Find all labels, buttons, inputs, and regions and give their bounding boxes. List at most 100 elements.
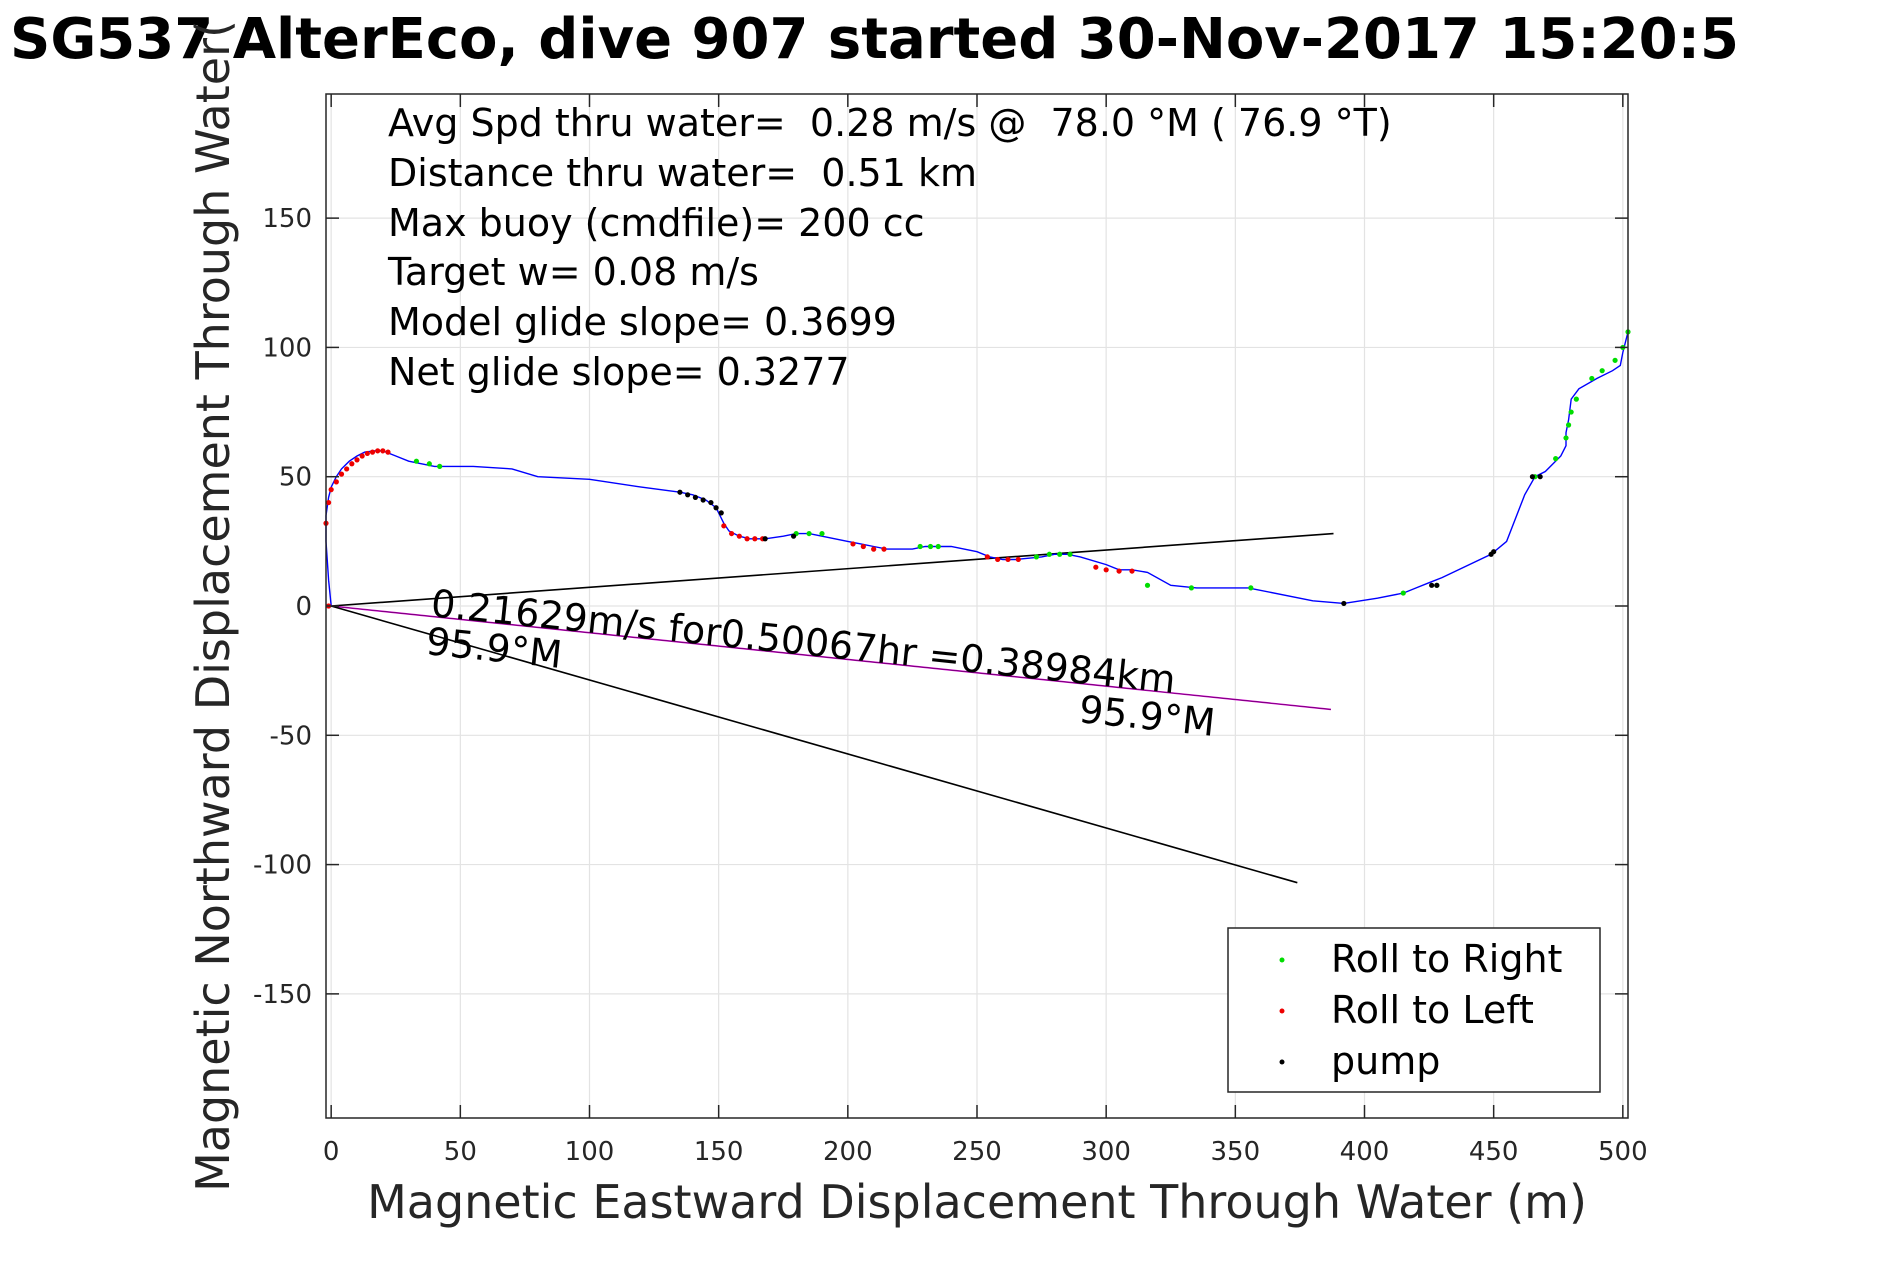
marker-pump <box>718 510 724 516</box>
reference-lines <box>330 532 1334 884</box>
x-tick-label: 300 <box>1081 1137 1131 1167</box>
marker-roll-right <box>1599 368 1605 374</box>
marker-pump <box>1529 474 1536 480</box>
y-tick-label: 150 <box>262 204 312 234</box>
annotation-distance: Distance thru water= 0.51 km <box>388 151 977 195</box>
marker-roll-right <box>1589 375 1595 382</box>
marker-roll-right <box>1046 551 1052 557</box>
y-tick-label: -50 <box>270 721 312 751</box>
marker-pump <box>790 533 797 539</box>
marker-roll-left <box>1015 556 1021 563</box>
marker-pump <box>1537 474 1543 480</box>
marker-roll-left <box>364 450 370 457</box>
marker-roll-left <box>871 546 877 552</box>
y-tick-label: -150 <box>253 980 312 1010</box>
marker-roll-right <box>806 530 812 537</box>
marker-roll-right <box>1188 585 1195 591</box>
marker-pump <box>762 536 768 542</box>
marker-pump <box>1491 549 1497 555</box>
legend-marker-roll-right <box>1279 957 1285 963</box>
legend-box <box>1227 927 1601 1093</box>
marker-pump <box>1341 600 1347 607</box>
marker-roll-right <box>426 461 432 467</box>
marker-roll-left <box>752 536 758 542</box>
x-tick-label: 350 <box>1211 1137 1261 1167</box>
chart-title: SG537 AlterEco, dive 907 started 30-Nov-… <box>10 7 1739 72</box>
marker-roll-left <box>736 533 742 539</box>
marker-roll-left <box>1005 556 1011 563</box>
marker-pump <box>1429 582 1435 588</box>
marker-roll-right <box>1612 357 1618 363</box>
x-tick-label: 0 <box>323 1137 340 1167</box>
x-tick-label: 250 <box>952 1137 1002 1167</box>
marker-roll-left <box>850 541 856 547</box>
marker-roll-right <box>927 543 934 550</box>
marker-pump <box>700 497 706 503</box>
marker-roll-right <box>1573 396 1579 402</box>
x-tick-label: 100 <box>565 1137 615 1167</box>
reference-line-lower <box>330 605 1298 884</box>
marker-roll-left <box>1116 568 1122 574</box>
annotation-target-w: Target w= 0.08 m/s <box>387 250 759 294</box>
marker-roll-left <box>721 523 727 529</box>
y-tick-label: 100 <box>262 333 312 363</box>
legend: Roll to Right Roll to Left pump <box>1227 927 1601 1093</box>
marker-pump <box>692 494 699 500</box>
marker-roll-right <box>1144 582 1151 588</box>
marker-roll-right <box>1033 554 1040 560</box>
marker-pump <box>1434 582 1440 588</box>
marker-roll-left <box>380 448 386 454</box>
marker-roll-left <box>995 556 1001 563</box>
marker-pump <box>708 499 714 506</box>
marker-roll-left <box>1093 564 1099 570</box>
x-tick-label: 500 <box>1598 1137 1648 1167</box>
marker-roll-right <box>437 463 443 469</box>
marker-roll-right <box>1057 551 1063 557</box>
legend-marker-roll-left <box>1279 1008 1285 1014</box>
annotation-max-buoy: Max buoy (cmdfile)= 200 cc <box>388 201 925 245</box>
x-tick-label: 200 <box>823 1137 873 1167</box>
annotation-avg-speed: Avg Spd thru water= 0.28 m/s @ 78.0 °M (… <box>388 101 1392 145</box>
marker-roll-left <box>338 471 345 477</box>
marker-roll-right <box>1553 456 1559 462</box>
marker-roll-left <box>744 536 750 542</box>
marker-roll-left <box>375 448 381 454</box>
marker-roll-left <box>328 487 334 493</box>
marker-roll-left <box>325 499 332 506</box>
y-tick-label: -100 <box>253 851 312 881</box>
marker-roll-left <box>349 461 355 467</box>
legend-marker-pump <box>1279 1059 1285 1065</box>
marker-pump <box>713 505 719 511</box>
legend-label-roll-right: Roll to Right <box>1331 937 1562 981</box>
marker-pump <box>677 489 683 495</box>
marker-roll-right <box>1067 551 1073 557</box>
marker-roll-right <box>413 458 420 464</box>
reference-line-upper <box>331 532 1334 607</box>
marker-roll-right <box>819 530 825 537</box>
marker-roll-right <box>1565 422 1572 428</box>
legend-label-pump: pump <box>1331 1039 1440 1083</box>
marker-roll-left <box>359 453 365 459</box>
x-tick-label: 50 <box>444 1137 477 1167</box>
legend-label-roll-left: Roll to Left <box>1331 988 1534 1032</box>
marker-roll-right <box>1568 409 1574 415</box>
y-axis-label: Magnetic Northward Displacement Through … <box>186 20 240 1192</box>
annotation-model-glide-slope: Model glide slope= 0.3699 <box>388 300 897 344</box>
marker-roll-left <box>344 466 350 472</box>
marker-roll-left <box>984 554 990 560</box>
marker-roll-left <box>728 530 735 537</box>
marker-roll-left <box>333 479 339 485</box>
marker-roll-left <box>354 457 360 463</box>
y-tick-label: 50 <box>279 463 312 493</box>
marker-pump <box>685 492 691 498</box>
marker-roll-left <box>369 449 376 455</box>
marker-roll-left <box>1129 568 1135 574</box>
x-axis-label: Magnetic Eastward Displacement Through W… <box>367 1175 1587 1229</box>
marker-roll-right <box>1248 585 1254 591</box>
marker-roll-left <box>1103 567 1109 573</box>
marker-roll-right <box>935 543 941 550</box>
marker-roll-right <box>1400 590 1406 596</box>
marker-roll-left <box>881 546 887 552</box>
x-tick-label: 450 <box>1469 1137 1519 1167</box>
